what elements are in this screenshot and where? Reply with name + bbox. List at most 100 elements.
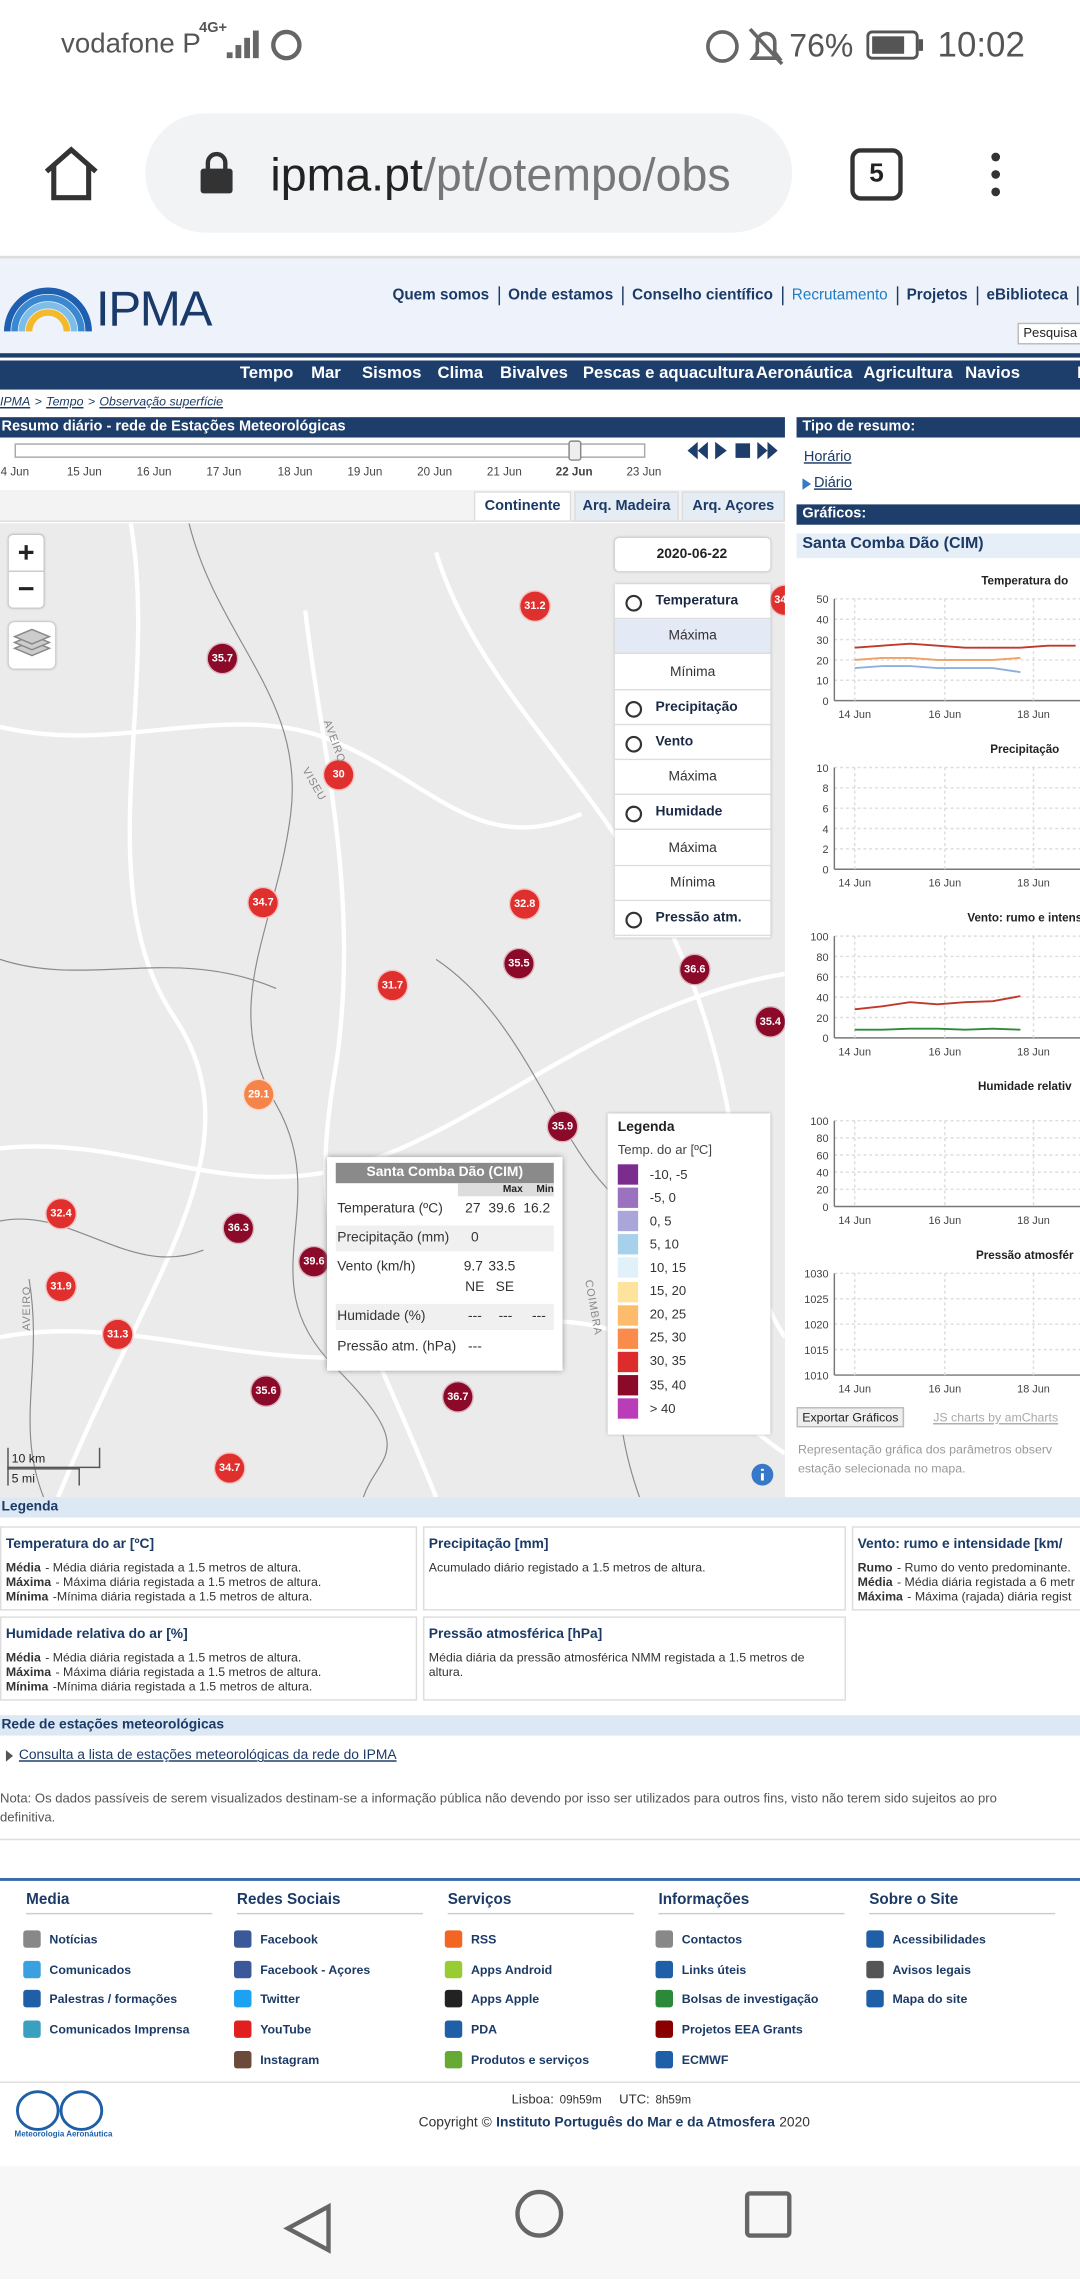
timeline-date[interactable]: 21 Jun: [486, 465, 522, 479]
station-marker[interactable]: 36.3: [222, 1212, 255, 1245]
nav-item[interactable]: Pescas e aquacultura: [582, 364, 754, 383]
footer-link[interactable]: Links úteis: [681, 1961, 747, 1977]
region-tab[interactable]: Continente: [473, 491, 572, 522]
footer-link[interactable]: Contactos: [681, 1931, 743, 1947]
info-button[interactable]: [751, 1463, 774, 1486]
region-tab[interactable]: Arq. Madeira: [574, 491, 679, 522]
header-link[interactable]: Recrutamento: [781, 286, 897, 306]
breadcrumb-link[interactable]: Observação superfície: [99, 393, 224, 409]
summary-type[interactable]: Horário: [803, 449, 852, 466]
layer-item[interactable]: Máxima: [614, 830, 771, 866]
layer-item[interactable]: Máxima: [614, 760, 771, 796]
footer-link[interactable]: RSS: [470, 1931, 497, 1947]
footer-link[interactable]: Palestras / formações: [49, 1991, 178, 2007]
footer-link[interactable]: Projetos EEA Grants: [681, 2021, 803, 2037]
station-marker[interactable]: 32.4: [45, 1197, 78, 1230]
breadcrumb-link[interactable]: Tempo: [46, 393, 84, 409]
footer-link[interactable]: Facebook: [260, 1931, 318, 1947]
nav-item[interactable]: Agricultura: [863, 364, 953, 383]
header-link[interactable]: Onde estamos: [497, 286, 622, 306]
layer-item[interactable]: Pressão atm.: [614, 900, 771, 937]
chart-credit[interactable]: JS charts by amCharts: [933, 1409, 1059, 1425]
footer-link[interactable]: Notícias: [49, 1931, 98, 1947]
network-link[interactable]: Consulta a lista de estações meteorológi…: [18, 1747, 397, 1764]
nav-item[interactable]: Aeronáutica: [755, 364, 853, 383]
station-marker[interactable]: 35.9: [546, 1110, 579, 1143]
station-marker[interactable]: 31.9: [45, 1270, 78, 1303]
header-link[interactable]: eBiblioteca: [976, 286, 1076, 306]
layer-item[interactable]: Mínima: [614, 654, 771, 690]
header-link[interactable]: Enciclopédia: [1076, 286, 1080, 306]
nav-item[interactable]: Sismos: [361, 364, 422, 383]
footer-link[interactable]: PDA: [470, 2021, 498, 2037]
search-input[interactable]: Pesquisa: [1017, 322, 1080, 345]
layer-item[interactable]: Máxima: [614, 619, 771, 655]
recents-button[interactable]: [744, 2191, 792, 2238]
timeline-date[interactable]: 18 Jun: [277, 465, 313, 479]
url-bar[interactable]: [145, 113, 793, 233]
nav-item[interactable]: Navios: [965, 364, 1020, 383]
station-marker[interactable]: 31.2: [518, 590, 551, 623]
station-marker[interactable]: 34.7: [247, 886, 280, 919]
menu-dot[interactable]: [991, 152, 1001, 162]
timeline-thumb[interactable]: [568, 440, 582, 461]
footer-link[interactable]: Mapa do site: [892, 1991, 968, 2007]
footer-link[interactable]: ECMWF: [681, 2051, 729, 2067]
station-marker[interactable]: 35.5: [502, 947, 535, 980]
nav-item[interactable]: Espaço: [1077, 365, 1080, 385]
timeline-date[interactable]: 15 Jun: [66, 465, 102, 479]
timeline-date[interactable]: 22 Jun: [555, 465, 593, 479]
timeline-date[interactable]: 16 Jun: [136, 465, 172, 479]
station-marker[interactable]: 39.6: [297, 1245, 330, 1278]
footer-link[interactable]: Facebook - Açores: [260, 1961, 371, 1977]
station-marker[interactable]: 35.7: [206, 642, 239, 675]
timeline-date[interactable]: 19 Jun: [347, 465, 383, 479]
station-marker[interactable]: 36.6: [678, 953, 711, 986]
timeline-track[interactable]: [14, 443, 646, 458]
layer-item[interactable]: Temperatura: [614, 584, 771, 620]
footer-link[interactable]: Apps Apple: [470, 1991, 540, 2007]
footer-link[interactable]: Twitter: [260, 1991, 300, 2007]
layer-item[interactable]: Humidade: [614, 795, 771, 831]
footer-link[interactable]: Avisos legais: [892, 1961, 972, 1977]
menu-dot[interactable]: [991, 187, 1001, 197]
tab-count[interactable]: 5: [850, 148, 903, 201]
footer-link[interactable]: Instagram: [260, 2051, 320, 2067]
footer-link[interactable]: Acessibilidades: [892, 1931, 986, 1947]
footer-link[interactable]: Apps Android: [470, 1961, 553, 1977]
nav-item[interactable]: Clima: [437, 364, 484, 383]
layers-button[interactable]: [8, 622, 56, 669]
station-marker[interactable]: 32.8: [508, 888, 541, 921]
back-button[interactable]: [283, 2202, 331, 2254]
home-button[interactable]: [515, 2189, 564, 2238]
breadcrumb-link[interactable]: IPMA: [0, 393, 31, 409]
region-tab[interactable]: Arq. Açores: [681, 491, 785, 522]
station-marker[interactable]: 31.7: [376, 969, 409, 1002]
footer-link[interactable]: Comunicados: [49, 1961, 132, 1977]
station-marker[interactable]: 30: [322, 758, 355, 791]
footer-link[interactable]: Produtos e serviços: [470, 2051, 590, 2067]
timeline-date[interactable]: 14 Jun: [0, 465, 30, 479]
header-link[interactable]: Quem somos: [392, 286, 490, 304]
nav-item[interactable]: Tempo: [239, 364, 294, 383]
timeline-date[interactable]: 20 Jun: [417, 465, 453, 479]
station-marker[interactable]: 34.7: [213, 1452, 246, 1485]
timeline-date[interactable]: 17 Jun: [206, 465, 242, 479]
timeline-date[interactable]: 23 Jun: [626, 465, 662, 479]
layer-item[interactable]: Vento: [614, 725, 771, 761]
zoom-control[interactable]: [8, 534, 44, 608]
footer-link[interactable]: Comunicados Imprensa: [49, 2021, 190, 2037]
footer-link[interactable]: Bolsas de investigação: [681, 1991, 819, 2007]
header-link[interactable]: Conselho científico: [621, 286, 782, 306]
layer-item[interactable]: Precipitação: [614, 689, 771, 726]
station-marker[interactable]: 29.1: [242, 1078, 275, 1111]
station-marker[interactable]: 35.6: [250, 1375, 282, 1408]
station-marker[interactable]: 31.3: [101, 1318, 134, 1351]
station-marker[interactable]: 35.4: [754, 1005, 785, 1038]
footer-link[interactable]: YouTube: [260, 2021, 312, 2037]
station-marker[interactable]: 36.7: [441, 1380, 474, 1413]
export-button[interactable]: Exportar Gráficos: [796, 1407, 905, 1428]
menu-dot[interactable]: [991, 170, 1001, 179]
nav-item[interactable]: Bivalves: [500, 364, 568, 383]
layer-item[interactable]: Mínima: [614, 865, 771, 901]
